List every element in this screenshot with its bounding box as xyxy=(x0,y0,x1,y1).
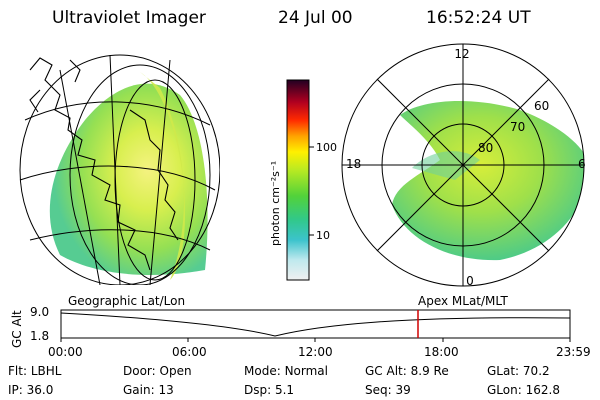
time-tick-label: 06:00 xyxy=(172,345,207,359)
mlt-label-12: 12 xyxy=(454,47,469,61)
altitude-tick-low: 1.8 xyxy=(30,329,50,343)
right-panel-label: Apex MLat/MLT xyxy=(418,294,508,308)
meta-door: Door: Open xyxy=(123,364,192,378)
time-axis-ticks xyxy=(60,338,571,342)
polar-image xyxy=(341,43,585,287)
meta-seq: Seq: 39 xyxy=(365,383,411,397)
time-tick-label: 12:00 xyxy=(298,345,333,359)
mlt-label-0: 0 xyxy=(466,274,474,288)
time-tick-label: 23:59 xyxy=(556,345,591,359)
time-tick-label: 18:00 xyxy=(424,345,459,359)
left-panel-label: Geographic Lat/Lon xyxy=(68,294,186,308)
mlt-label-6: 6 xyxy=(578,157,586,171)
image-date: 24 Jul 00 xyxy=(278,8,353,28)
altitude-axis-label: GC Alt xyxy=(10,310,24,348)
colorbar-unit-label: photon cm⁻²s⁻¹ xyxy=(269,161,282,246)
meta-glat: GLat: 70.2 xyxy=(487,364,550,378)
mlat-label-80: 80 xyxy=(478,141,493,155)
image-title: Ultraviolet Imager xyxy=(52,8,206,28)
meta-glon: GLon: 162.8 xyxy=(487,383,560,397)
meta-ip: IP: 36.0 xyxy=(8,383,54,397)
meta-mode: Mode: Normal xyxy=(244,364,328,378)
meta-dsp: Dsp: 5.1 xyxy=(244,383,295,397)
meta-gc-alt: GC Alt: 8.9 Re xyxy=(365,364,449,378)
geographic-image xyxy=(19,54,220,285)
altitude-curve xyxy=(60,312,571,337)
meta-filter: Flt: LBHL xyxy=(8,364,62,378)
colorbar-tick-label: 10 xyxy=(316,229,330,242)
colorbar-tick-label: 100 xyxy=(316,141,337,154)
mlt-label-18: 18 xyxy=(346,157,361,171)
color-scale-bar xyxy=(286,79,310,281)
meta-gain: Gain: 13 xyxy=(123,383,174,397)
mlat-label-70: 70 xyxy=(510,120,525,134)
altitude-strip-frame xyxy=(60,309,571,339)
altitude-tick-high: 9.0 xyxy=(30,305,50,319)
image-time: 16:52:24 UT xyxy=(426,8,531,28)
mlat-label-60: 60 xyxy=(534,99,549,113)
time-tick-label: 00:00 xyxy=(48,345,83,359)
